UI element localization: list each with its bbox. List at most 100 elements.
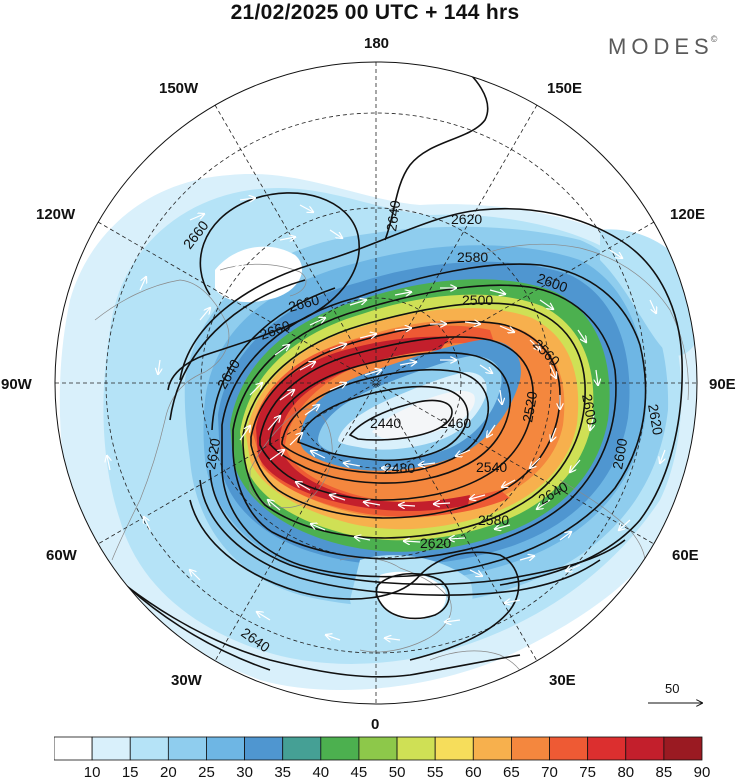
wind-arrow xyxy=(489,290,505,294)
colorbar-tick-label: 65 xyxy=(503,764,520,781)
contour-2660-small xyxy=(375,572,450,620)
wind-arrow xyxy=(199,308,210,321)
wind-arrow xyxy=(404,541,421,542)
lon-label-120w: 120W xyxy=(36,206,76,223)
contour-2440 xyxy=(348,399,453,441)
contour-label: 2480 xyxy=(384,460,415,476)
contour-label: 2540 xyxy=(476,459,507,475)
wind-arrow xyxy=(469,569,482,576)
colorbar-tick-label: 60 xyxy=(464,764,482,781)
contour-2600-c xyxy=(221,263,647,578)
colorbar-tick-label: 80 xyxy=(617,764,635,781)
wind-arrow xyxy=(570,459,581,472)
wind-arrow xyxy=(326,635,341,641)
wind-arrow xyxy=(267,416,280,431)
colorbar-tick-label: 55 xyxy=(426,764,444,781)
contour-2600-lower xyxy=(209,469,626,586)
wind-arrow xyxy=(479,364,492,373)
lon-label-60e: 60E xyxy=(672,547,699,564)
wind-arrow xyxy=(619,519,631,530)
contour-label: 2580 xyxy=(478,512,509,528)
coast-greenland xyxy=(249,408,333,509)
brand-name: MODES xyxy=(608,34,714,59)
lon-label-150e: 150E xyxy=(547,80,583,97)
wind-arrow xyxy=(257,612,271,621)
wind-arrow xyxy=(239,198,255,200)
wind-arrow xyxy=(470,495,486,499)
wind-arrow xyxy=(590,414,594,430)
colorbar-tick-label: 50 xyxy=(388,764,406,781)
wind-arrow xyxy=(190,570,201,581)
colorbar-box xyxy=(625,736,665,761)
wind-arrow xyxy=(385,638,401,640)
colorbar-box xyxy=(549,736,589,761)
contour-label: 2600 xyxy=(579,393,600,427)
meridian-120-300 xyxy=(97,221,655,545)
contour-label: 2640 xyxy=(383,199,403,232)
coast-europe xyxy=(339,557,452,653)
wind-arrow xyxy=(596,369,598,385)
lon-label-0: 0 xyxy=(371,716,380,733)
wind-arrow xyxy=(502,479,516,487)
wind-arrow xyxy=(299,362,315,371)
colorbar-box xyxy=(434,736,474,761)
wind-arrow xyxy=(329,344,346,351)
wind-arrow xyxy=(329,383,346,391)
wind-arrow xyxy=(537,499,551,509)
wind-arrow xyxy=(144,517,151,531)
lon-label-180: 180 xyxy=(364,35,390,52)
wind-arrow xyxy=(355,537,371,540)
wind-arrow xyxy=(359,334,376,338)
wind-arrow xyxy=(274,345,289,356)
wind-arrow xyxy=(559,532,571,541)
wind-arrow xyxy=(229,262,244,271)
contour-2580 xyxy=(232,284,617,560)
wind-arrow xyxy=(249,383,262,396)
wind-arrow xyxy=(268,500,281,511)
colorbar-tick-label: 70 xyxy=(541,764,558,781)
contour-2640-sw xyxy=(94,559,521,678)
wind-arrow xyxy=(289,433,302,446)
contour-lines xyxy=(94,62,683,678)
colorbar-box xyxy=(358,736,398,761)
wind-arrow xyxy=(399,362,416,365)
colorbar-box xyxy=(396,736,436,761)
wind-arrow xyxy=(505,600,521,603)
lon-label-60w: 60W xyxy=(46,547,77,564)
wind-arrow xyxy=(239,426,250,441)
wind-vectors xyxy=(107,198,666,641)
colorbar-box xyxy=(91,736,131,761)
wind-arrow xyxy=(330,495,346,501)
contour-label: 2600 xyxy=(609,437,630,471)
contour-2540 xyxy=(250,320,561,519)
wind-arrow xyxy=(649,299,656,313)
contour-2520 xyxy=(259,336,534,501)
wind-arrow xyxy=(399,505,416,506)
contour-2480 xyxy=(281,368,490,474)
colorbar-box xyxy=(320,736,360,761)
contour-2460 xyxy=(297,385,469,462)
wind-arrow xyxy=(487,424,496,437)
wind-arrow xyxy=(577,329,586,342)
contour-2620-d xyxy=(211,287,336,431)
wind-speed-shading xyxy=(59,174,697,690)
lon-label-90e: 90E xyxy=(709,376,736,393)
wind-arrow xyxy=(349,300,366,306)
wind-band-85 xyxy=(256,336,470,511)
wind-arrow xyxy=(530,457,541,468)
map-disk: 2660 2640 2620 2580 2600 2500 2560 2440 … xyxy=(55,62,697,704)
wind-arrow xyxy=(279,390,294,401)
wind-arrow xyxy=(499,325,514,332)
wind-scale-label: 50 xyxy=(665,681,680,696)
wind-arrow xyxy=(329,229,342,238)
contour-label: 2500 xyxy=(462,292,493,308)
wind-arrow xyxy=(549,364,556,378)
wind-arrow xyxy=(426,600,441,604)
wind-arrow xyxy=(311,451,326,459)
colorbar-tick-label: 90 xyxy=(693,764,711,781)
colorbar-box xyxy=(587,736,627,761)
wind-arrow xyxy=(304,405,319,416)
colorbar-tick-label: 20 xyxy=(160,764,177,781)
wind-arrow xyxy=(344,463,361,466)
contour-2640-north xyxy=(384,62,489,241)
